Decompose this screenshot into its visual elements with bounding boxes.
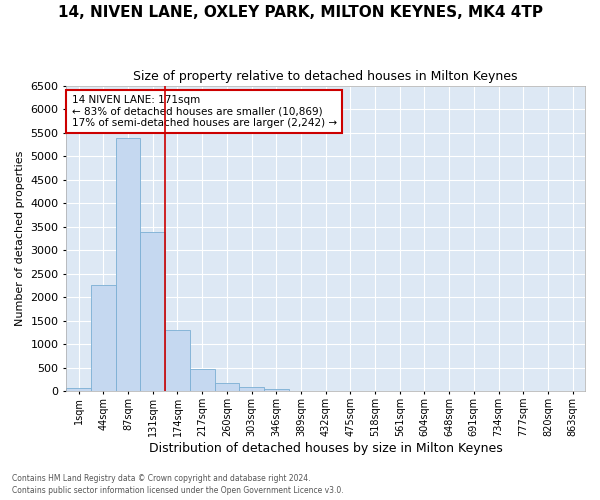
Text: 14, NIVEN LANE, OXLEY PARK, MILTON KEYNES, MK4 4TP: 14, NIVEN LANE, OXLEY PARK, MILTON KEYNE…: [58, 5, 542, 20]
Y-axis label: Number of detached properties: Number of detached properties: [15, 151, 25, 326]
Bar: [215, 382, 239, 392]
Title: Size of property relative to detached houses in Milton Keynes: Size of property relative to detached ho…: [133, 70, 518, 83]
Bar: [91, 284, 116, 392]
X-axis label: Distribution of detached houses by size in Milton Keynes: Distribution of detached houses by size …: [149, 442, 503, 455]
Bar: [165, 330, 190, 392]
Bar: [264, 390, 289, 392]
Bar: [239, 387, 264, 392]
Bar: [140, 232, 165, 392]
Text: Contains HM Land Registry data © Crown copyright and database right 2024.
Contai: Contains HM Land Registry data © Crown c…: [12, 474, 344, 495]
Bar: [116, 138, 140, 392]
Text: 14 NIVEN LANE: 171sqm
← 83% of detached houses are smaller (10,869)
17% of semi-: 14 NIVEN LANE: 171sqm ← 83% of detached …: [71, 94, 337, 128]
Bar: [190, 369, 215, 392]
Bar: [67, 388, 91, 392]
